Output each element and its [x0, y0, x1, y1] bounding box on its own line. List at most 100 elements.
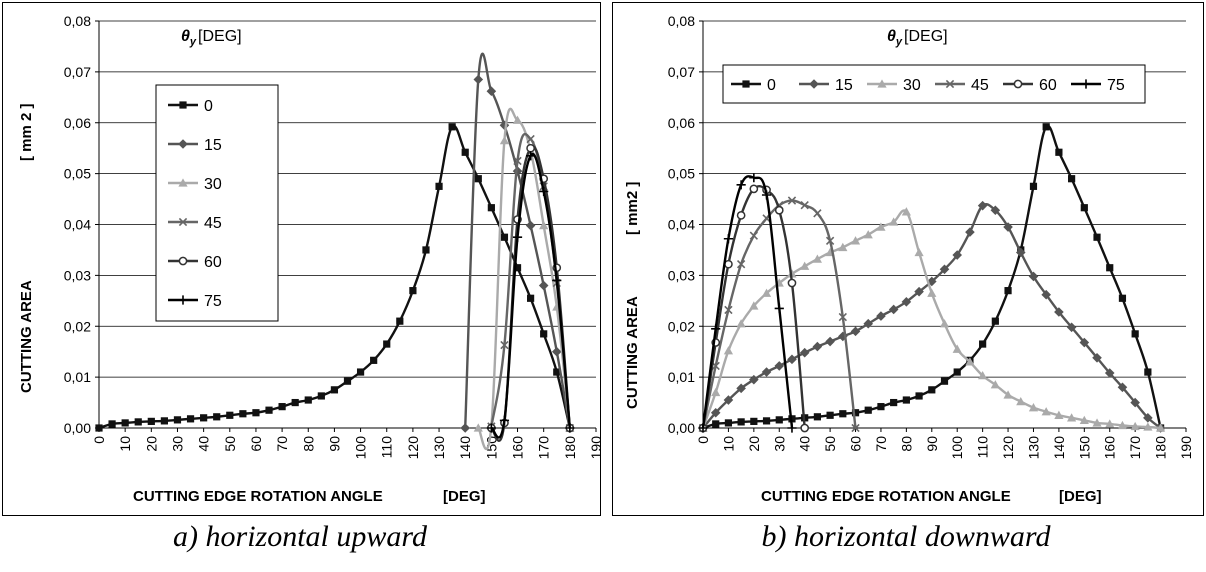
point-30: [761, 288, 772, 297]
point-15: [1130, 397, 1140, 408]
legend-label-15: 15: [835, 77, 853, 94]
x-tick-label: 150: [483, 436, 499, 460]
point-0: [370, 356, 378, 364]
point-60: [787, 278, 797, 288]
point-0: [1055, 148, 1063, 156]
legend-a: 0 15 30 45 60 75: [155, 84, 279, 322]
point-0: [213, 413, 221, 421]
point-15: [952, 250, 963, 260]
legend-label-45: 45: [204, 215, 222, 232]
x-tick-label: 170: [536, 436, 552, 460]
y-tick-label: 0,04: [668, 217, 695, 233]
x-tick-label: 30: [169, 436, 185, 452]
point-0: [928, 386, 936, 394]
legend-marker-0: [179, 101, 187, 109]
point-30: [473, 423, 483, 432]
point-15: [538, 280, 549, 291]
point-75: [723, 234, 734, 244]
point-15: [876, 311, 886, 321]
point-0: [317, 392, 325, 400]
point-0: [864, 406, 872, 414]
point-75: [787, 423, 797, 433]
point-0: [1144, 368, 1152, 376]
legend-marker-15: [178, 139, 188, 149]
point-15: [1041, 289, 1051, 300]
y-tick-label: 0,07: [668, 64, 695, 80]
x-tick-label: 130: [431, 436, 447, 460]
x-tick-label: 170: [1127, 436, 1143, 460]
point-30: [749, 301, 759, 310]
point-0: [1042, 123, 1050, 131]
point-15: [1003, 222, 1013, 232]
point-0: [330, 386, 339, 394]
point-30: [978, 370, 988, 380]
x-tick-label: 100: [949, 436, 965, 460]
point-15: [1143, 413, 1153, 423]
x-tick-label: 160: [1102, 436, 1118, 460]
point-0: [902, 396, 910, 404]
legend-box: [722, 64, 1146, 104]
legend-title: θy [DEG]: [181, 28, 242, 48]
y-tick-label: 0,07: [64, 64, 91, 80]
point-0: [487, 204, 495, 212]
series-75: [486, 151, 575, 439]
point-75: [539, 186, 549, 197]
point-0: [553, 368, 561, 376]
point-30: [1079, 415, 1089, 425]
point-30: [838, 242, 848, 252]
point-0: [252, 409, 260, 417]
point-0: [435, 182, 443, 190]
point-0: [1080, 204, 1088, 212]
x-tick-label: 30: [771, 436, 787, 452]
x-axis-title: CUTTING EDGE ROTATION ANGLE: [761, 488, 1011, 505]
point-30: [863, 230, 873, 239]
point-60: [800, 423, 810, 433]
point-15: [825, 336, 835, 347]
point-15: [1054, 307, 1064, 317]
legend-title-subscript: y: [895, 36, 903, 48]
y-tick-label: 0,02: [64, 318, 91, 334]
point-0: [1068, 175, 1076, 183]
legend-marker-45: [945, 79, 955, 89]
legend-marker-45: [178, 217, 188, 227]
y-tick-label: 0,01: [64, 369, 91, 385]
point-0: [95, 424, 103, 432]
legend-label-30: 30: [903, 77, 921, 94]
point-30: [1016, 396, 1026, 406]
point-15: [990, 205, 1001, 216]
x-tick-label: 140: [1051, 436, 1067, 460]
legend-box: [155, 84, 279, 322]
legend-title-unit: [DEG]: [198, 28, 242, 45]
series-15: [698, 200, 1166, 433]
x-tick-label: 120: [1000, 436, 1016, 460]
point-15: [749, 374, 759, 385]
series-30: [473, 107, 575, 451]
point-45: [724, 305, 733, 315]
point-45: [500, 340, 509, 350]
point-60: [774, 205, 784, 215]
point-30: [723, 346, 734, 355]
point-15: [499, 120, 510, 131]
point-15: [710, 407, 721, 418]
point-75: [698, 423, 708, 433]
point-0: [186, 415, 195, 423]
x-tick-label: 0: [91, 436, 107, 444]
x-tick-label: 150: [1076, 436, 1092, 460]
point-30: [512, 115, 523, 124]
point-0: [121, 419, 129, 427]
point-15: [1028, 271, 1039, 282]
x-tick-label: 10: [720, 436, 736, 452]
point-15: [1117, 382, 1128, 393]
point-30: [914, 247, 924, 257]
point-0: [940, 377, 949, 385]
point-0: [540, 330, 548, 338]
point-0: [108, 420, 116, 428]
point-0: [422, 246, 430, 254]
legend-label-45: 45: [971, 77, 989, 94]
legend-label-15: 15: [204, 137, 222, 154]
y-tick-label: 0,05: [64, 166, 91, 182]
point-15: [863, 318, 874, 329]
legend-title-symbol: θ: [887, 28, 896, 45]
point-30: [927, 288, 937, 297]
x-tick-label: 70: [274, 436, 290, 452]
